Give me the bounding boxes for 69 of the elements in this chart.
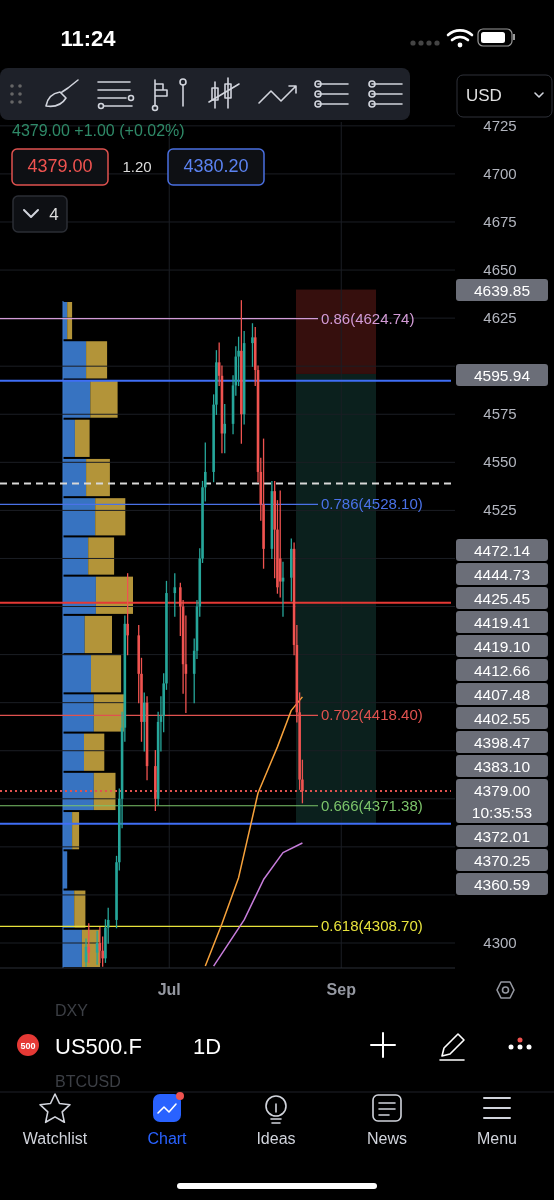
text: 4360.59 — [473, 876, 531, 893]
text: Chart — [147, 1130, 188, 1147]
candlestick — [126, 573, 129, 656]
y-tick-label: 4625 — [483, 309, 517, 327]
text: 4412.66 — [473, 662, 531, 679]
text: USD — [466, 86, 502, 105]
ref-line-label: 0.86(4624.74) — [321, 309, 415, 327]
bar — [84, 615, 112, 654]
text: Ideas — [256, 1130, 296, 1147]
bar — [93, 772, 116, 811]
ref-line-label: 0.666(4371.38) — [321, 796, 423, 814]
y-tick-label: 4550 — [483, 453, 517, 471]
y-tick-label: 4575 — [483, 405, 517, 423]
y-tick-label: 4700 — [483, 164, 517, 182]
line-series — [212, 842, 304, 967]
ref-line-label: 0.618(4308.70) — [321, 917, 423, 935]
text: 4472.14 — [473, 542, 531, 559]
candlestick — [223, 403, 227, 454]
bar — [86, 341, 108, 379]
candlestick — [173, 573, 177, 617]
x-tick-label: Sep — [326, 981, 357, 998]
candlestick — [278, 490, 282, 598]
bar — [74, 890, 86, 928]
bar — [86, 458, 110, 497]
text: 11:24 — [60, 26, 117, 51]
y-tick-label: 4725 — [483, 116, 517, 134]
annotation: 4380.20 — [183, 156, 249, 176]
candlestick — [87, 923, 91, 963]
text: DXY — [55, 1002, 89, 1019]
text: Menu — [476, 1130, 518, 1147]
text: Watchlist — [22, 1130, 88, 1147]
bar — [74, 419, 90, 457]
y-tick-label: 4675 — [483, 212, 517, 230]
text: 4402.55 — [473, 710, 531, 727]
y-tick-label: 4300 — [483, 934, 517, 951]
annotation: 4379.00 — [27, 156, 93, 176]
text: 4370.25 — [473, 852, 531, 869]
ref-line-label: 0.786(4528.10) — [321, 495, 423, 513]
text: 4425.45 — [473, 590, 531, 607]
text: 4419.41 — [473, 614, 531, 631]
bar — [95, 498, 126, 536]
text: 4419.10 — [473, 638, 531, 655]
text: 4639.85 — [473, 282, 531, 299]
candlestick — [251, 323, 254, 367]
text: 1D — [193, 1034, 222, 1059]
text: 4444.73 — [473, 566, 531, 583]
y-tick-label: 4650 — [483, 261, 517, 279]
text: 4372.01 — [473, 828, 531, 845]
text: 4407.48 — [473, 686, 531, 703]
annotation: 1.20 — [122, 158, 152, 175]
bar — [90, 380, 118, 418]
text: 4379.00 10:35:53 — [471, 782, 533, 821]
annotation: 4 — [49, 205, 59, 224]
text: 4595.94 — [473, 367, 531, 384]
text: 500 — [20, 1041, 36, 1051]
text: 4398.47 — [473, 734, 531, 751]
bar — [88, 537, 115, 575]
x-tick-label: Jul — [157, 981, 181, 998]
candlestick — [142, 692, 146, 752]
text: News — [366, 1130, 408, 1147]
bar — [67, 302, 73, 340]
ref-line-label: 0.702(4418.40) — [321, 706, 423, 724]
text: US500.F — [55, 1034, 142, 1059]
bar — [84, 733, 105, 771]
annotation: 4379.00 +1.00 (+0.02%) — [12, 122, 185, 139]
line-series — [204, 696, 304, 967]
text: 4383.10 — [473, 758, 531, 775]
text: BTCUSD — [55, 1073, 121, 1090]
y-tick-label: 4525 — [483, 501, 517, 519]
